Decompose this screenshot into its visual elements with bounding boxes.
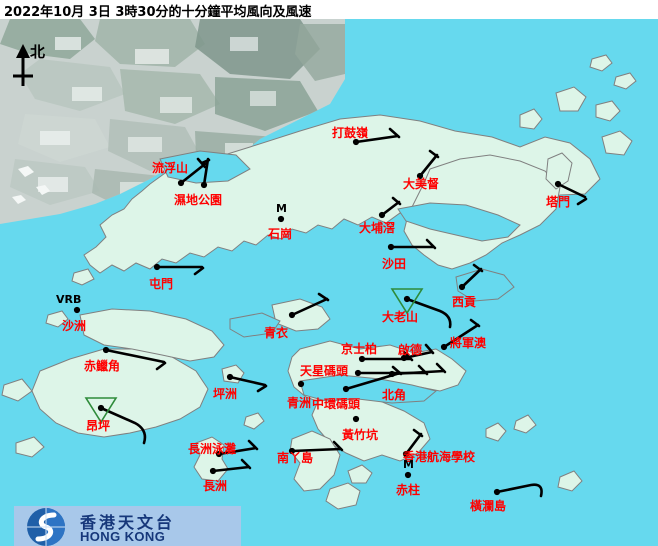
station-label[interactable]: 京士柏 — [341, 342, 378, 356]
wind-barb — [380, 196, 402, 217]
station-label[interactable]: 大美督 — [403, 177, 440, 191]
wind-barb — [460, 263, 484, 289]
station-label[interactable]: 天星碼頭 — [300, 364, 349, 378]
station-marker[interactable] — [153, 263, 161, 271]
station-label[interactable]: 屯門 — [149, 277, 174, 291]
station-marker[interactable] — [403, 295, 411, 303]
station-label[interactable]: 青洲 — [287, 396, 312, 410]
wind-barb — [354, 127, 401, 144]
wind-barb — [290, 292, 330, 317]
station-label[interactable]: 打鼓嶺 — [332, 126, 369, 140]
station-marker[interactable] — [352, 415, 360, 423]
wind-barb — [418, 149, 440, 178]
station-label[interactable]: 啟德 — [398, 343, 423, 357]
station-marker[interactable] — [288, 447, 296, 455]
wind-barb — [404, 428, 424, 456]
station-marker[interactable] — [440, 343, 448, 351]
gale-warning-triangle — [390, 288, 424, 315]
wind-barb — [389, 238, 437, 250]
station-marker[interactable] — [554, 180, 562, 188]
station-marker[interactable] — [102, 346, 110, 354]
station-marker[interactable] — [97, 404, 105, 412]
station-marker[interactable] — [352, 138, 360, 146]
station-marker[interactable] — [288, 311, 296, 319]
mainland-satellite-imagery — [0, 19, 345, 224]
station-marker-layer — [73, 138, 562, 496]
station-marker[interactable] — [416, 172, 424, 180]
station-label[interactable]: 將軍澳 — [450, 336, 487, 350]
station-label[interactable]: 北角 — [382, 388, 407, 402]
station-marker[interactable] — [400, 354, 408, 362]
wind-barb — [155, 265, 205, 276]
wind-barb — [556, 182, 588, 206]
station-marker[interactable] — [209, 467, 217, 475]
map-geography — [0, 19, 658, 546]
wind-barb-layer — [99, 127, 588, 498]
hko-name-cn: 香港天文台 — [80, 513, 176, 532]
wind-barb — [290, 440, 344, 453]
station-label[interactable]: 坪洲 — [213, 387, 238, 401]
station-marker[interactable] — [215, 450, 223, 458]
map-canvas[interactable]: 打鼓嶺流浮山濕地公園 大美督塔門 M 石崗 大埔滘沙田屯門西貢 VRB 沙洲 大老山青衣赤鱲角… — [0, 19, 658, 546]
station-marker[interactable] — [378, 211, 386, 219]
north-label: 北 — [30, 43, 46, 61]
station-label[interactable]: 中環碼頭 — [312, 397, 361, 411]
station-label[interactable]: 南丫島 — [277, 451, 314, 465]
station-marker[interactable] — [297, 380, 305, 388]
station-label[interactable]: 赤柱 — [396, 483, 421, 497]
station-marker[interactable] — [73, 306, 81, 314]
wind-barb — [495, 483, 543, 498]
station-label[interactable]: 沙洲 — [62, 319, 87, 333]
station-label[interactable]: 橫瀾島 — [470, 499, 507, 513]
page-title: 2022年10月 3日 3時30分的十分鐘平均風向及風速 — [4, 5, 312, 20]
station-label[interactable]: 黃竹坑 — [342, 428, 379, 442]
hko-logo-mark — [27, 508, 65, 546]
station-label[interactable]: 赤鱲角 — [84, 359, 121, 373]
station-marker[interactable] — [177, 179, 185, 187]
wind-barb — [402, 343, 435, 360]
station-marker[interactable] — [358, 355, 366, 363]
wind-barb — [104, 348, 167, 371]
station-label[interactable]: 沙田 — [382, 257, 407, 271]
north-arrow-icon — [6, 42, 66, 90]
hko-logo: 香港天文台 HONG KONG OBSERVATORY — [14, 506, 241, 546]
hko-name-en: HONG KONG OBSERVATORY — [80, 529, 182, 546]
station-label[interactable]: 石崗 — [268, 227, 293, 241]
station-marker[interactable] — [458, 283, 466, 291]
station-label[interactable]: 濕地公園 — [174, 193, 223, 207]
station-label[interactable]: 長洲泳灘 — [188, 442, 237, 456]
variable-wind-flag: VRB — [56, 293, 82, 306]
calm-wind-flag: M — [276, 202, 287, 215]
wind-barb — [211, 458, 252, 473]
station-marker[interactable] — [342, 385, 350, 393]
title-bar: 2022年10月 3日 3時30分的十分鐘平均風向及風速 — [0, 0, 658, 20]
station-label[interactable]: 流浮山 — [152, 161, 189, 175]
station-marker[interactable] — [493, 488, 501, 496]
gale-warning-triangle — [84, 397, 118, 424]
wind-barb — [228, 375, 268, 393]
station-marker[interactable] — [226, 373, 234, 381]
wind-barb — [217, 439, 259, 456]
station-marker[interactable] — [354, 369, 362, 377]
station-label[interactable]: 西貢 — [452, 295, 477, 309]
wind-barb — [405, 297, 452, 329]
station-marker[interactable] — [277, 215, 285, 223]
station-label[interactable]: 香港航海學校 — [403, 450, 476, 464]
station-label[interactable]: 大老山 — [382, 310, 419, 324]
station-label[interactable]: 塔門 — [546, 195, 571, 209]
station-label[interactable]: 青衣 — [264, 326, 289, 340]
station-label[interactable]: 大埔滘 — [359, 221, 396, 235]
station-label[interactable]: 長洲 — [203, 479, 228, 493]
wind-barb — [442, 318, 481, 349]
calm-wind-flag: M — [403, 458, 414, 471]
station-marker[interactable] — [387, 243, 395, 251]
station-marker[interactable] — [404, 471, 412, 479]
station-marker[interactable] — [388, 370, 396, 378]
station-marker[interactable] — [200, 181, 208, 189]
wind-barb — [99, 406, 147, 445]
station-marker[interactable] — [402, 450, 410, 458]
station-label[interactable]: 昂坪 — [86, 419, 111, 433]
wind-barb — [200, 157, 211, 187]
